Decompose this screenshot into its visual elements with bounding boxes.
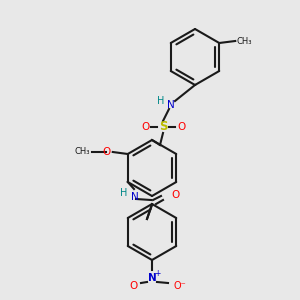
Text: +: + [154,269,160,278]
Text: O: O [141,122,149,132]
Text: O: O [103,147,111,157]
Text: O: O [130,281,138,291]
Text: H: H [157,96,164,106]
Text: N: N [131,192,139,202]
Text: O⁻: O⁻ [173,281,186,291]
Text: S: S [159,121,167,134]
Text: O: O [171,190,179,200]
Text: CH₃: CH₃ [236,37,252,46]
Text: O: O [177,122,185,132]
Text: N: N [148,273,156,283]
Text: CH₃: CH₃ [74,148,90,157]
Text: H: H [120,188,127,198]
Text: N: N [167,100,175,110]
